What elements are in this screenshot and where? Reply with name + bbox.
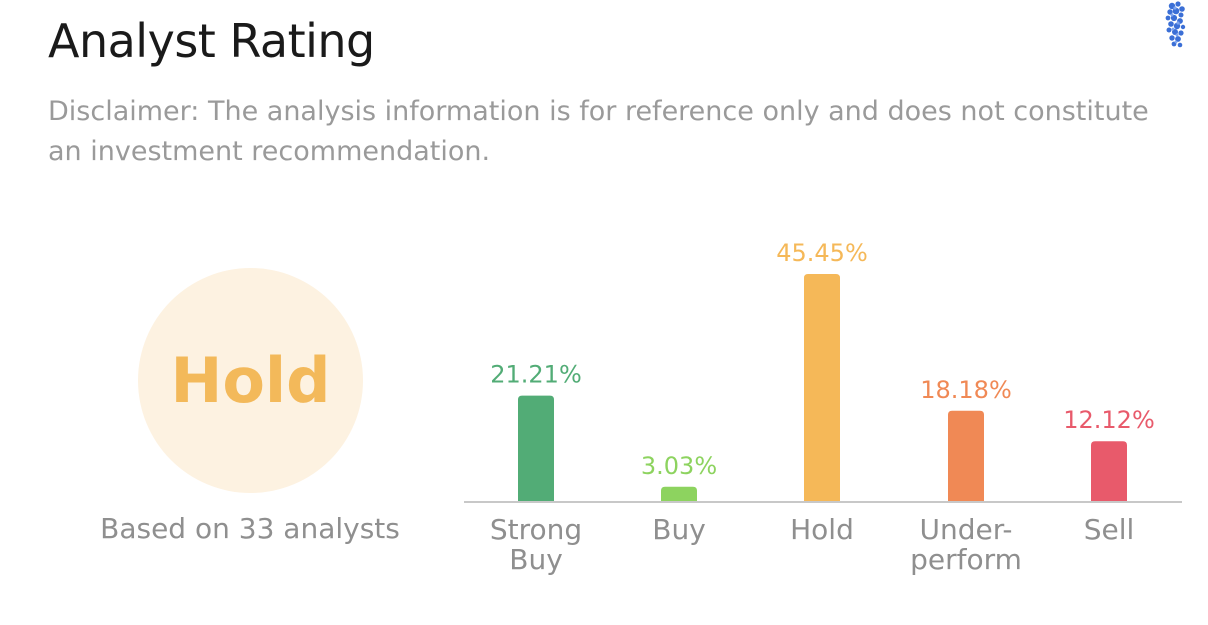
bar-buy: [661, 486, 697, 502]
page-title: Analyst Rating: [48, 14, 375, 68]
value-label-buy: 3.03%: [641, 452, 717, 480]
bar-sell: [1091, 441, 1127, 502]
value-label-strongbuy: 21.21%: [490, 361, 582, 389]
tick-label-buy: Buy: [652, 513, 706, 546]
bars-group: [518, 274, 1127, 502]
value-label-hold: 45.45%: [776, 239, 868, 267]
bar-underperform: [948, 410, 984, 502]
rating-circle: Hold: [138, 268, 363, 493]
value-label-sell: 12.12%: [1063, 406, 1155, 434]
tick-label-hold: Hold: [790, 513, 854, 546]
disclaimer-text: Disclaimer: The analysis information is …: [48, 96, 1149, 167]
rating-label: Hold: [170, 344, 331, 417]
blue-crystal-logo-icon: [1165, 1, 1186, 48]
value-labels-group: 21.21% 3.03% 45.45% 18.18% 12.12%: [490, 239, 1155, 480]
tick-label-sell: Sell: [1084, 513, 1135, 546]
bar-strongbuy: [518, 395, 554, 502]
value-label-underperform: 18.18%: [920, 376, 1012, 404]
tick-labels-group: Strong Buy Buy Hold Under-perform Sell: [490, 513, 1134, 576]
analyst-count-text: Based on 33 analysts: [100, 512, 400, 545]
bar-hold: [804, 274, 840, 502]
tick-label-underperform: Under-perform: [910, 513, 1022, 576]
tick-label-strongbuy: Strong Buy: [490, 513, 582, 576]
